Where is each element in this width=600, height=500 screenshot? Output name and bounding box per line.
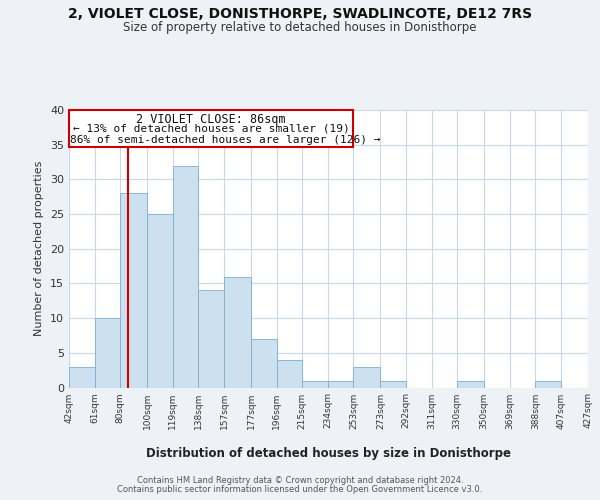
FancyBboxPatch shape (69, 110, 353, 148)
Bar (251, 339, 277, 388)
Bar (277, 360, 302, 388)
Bar (588, 380, 600, 388)
Bar (302, 380, 328, 388)
Text: 86% of semi-detached houses are larger (126) →: 86% of semi-detached houses are larger (… (70, 135, 381, 145)
Text: ← 13% of detached houses are smaller (19): ← 13% of detached houses are smaller (19… (73, 124, 350, 134)
Bar (380, 380, 406, 388)
Bar (535, 380, 561, 388)
Bar (95, 318, 120, 388)
Bar (69, 366, 95, 388)
Y-axis label: Number of detached properties: Number of detached properties (34, 161, 44, 336)
Bar (353, 366, 380, 388)
Bar (120, 193, 147, 388)
Bar (457, 380, 484, 388)
Bar (224, 276, 251, 388)
Text: Contains HM Land Registry data © Crown copyright and database right 2024.: Contains HM Land Registry data © Crown c… (137, 476, 463, 485)
Bar (199, 290, 224, 388)
Text: Contains public sector information licensed under the Open Government Licence v3: Contains public sector information licen… (118, 485, 482, 494)
Bar (328, 380, 353, 388)
Text: Size of property relative to detached houses in Donisthorpe: Size of property relative to detached ho… (123, 21, 477, 34)
Text: 2, VIOLET CLOSE, DONISTHORPE, SWADLINCOTE, DE12 7RS: 2, VIOLET CLOSE, DONISTHORPE, SWADLINCOT… (68, 8, 532, 22)
Text: Distribution of detached houses by size in Donisthorpe: Distribution of detached houses by size … (146, 448, 511, 460)
Bar (173, 166, 199, 388)
Bar (147, 214, 173, 388)
Text: 2 VIOLET CLOSE: 86sqm: 2 VIOLET CLOSE: 86sqm (136, 113, 286, 126)
